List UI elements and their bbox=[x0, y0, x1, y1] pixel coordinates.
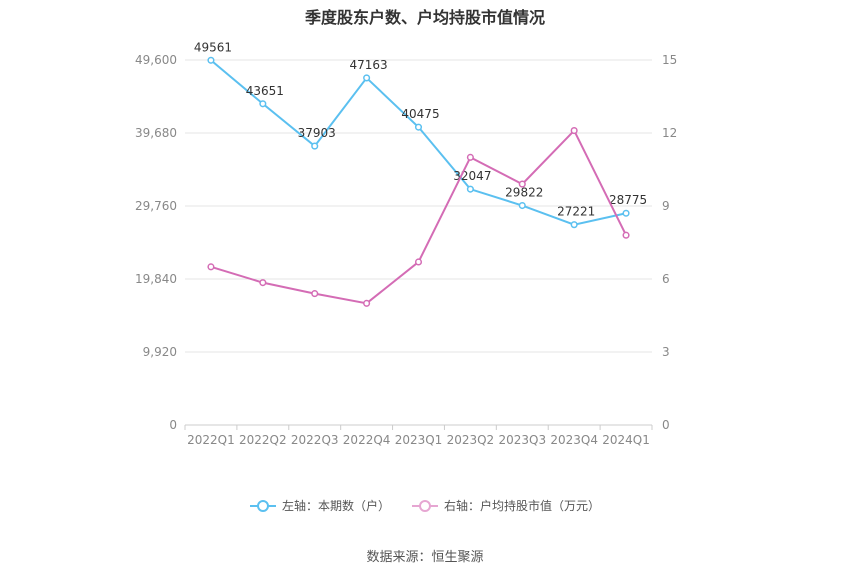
legend-item-households[interactable]: 左轴：本期数（户） bbox=[249, 497, 390, 514]
x-axis-tick-label: 2023Q2 bbox=[447, 433, 495, 447]
data-point bbox=[622, 231, 630, 239]
x-axis-tick-label: 2022Q3 bbox=[291, 433, 339, 447]
right-axis-tick-label: 6 bbox=[662, 272, 670, 286]
left-axis-tick-label: 0 bbox=[169, 418, 177, 432]
x-axis-tick-label: 2023Q3 bbox=[498, 433, 546, 447]
legend-label-households: 左轴：本期数（户） bbox=[281, 499, 390, 513]
data-point bbox=[259, 279, 267, 287]
data-source: 数据来源：恒生聚源 bbox=[366, 550, 484, 565]
data-point bbox=[518, 180, 526, 188]
x-axis-tick-label: 2023Q4 bbox=[550, 433, 598, 447]
right-axis-tick-label: 0 bbox=[662, 418, 670, 432]
data-point bbox=[414, 258, 423, 266]
legend-swatch-households bbox=[249, 499, 276, 512]
data-point bbox=[622, 209, 630, 217]
data-point bbox=[259, 100, 267, 108]
left-axis-tick-label: 9,920 bbox=[143, 345, 177, 359]
data-label: 40475 bbox=[401, 107, 439, 121]
data-label: 29822 bbox=[505, 186, 543, 200]
legend-swatch-avg-value bbox=[412, 499, 438, 512]
data-point bbox=[311, 290, 319, 298]
data-point bbox=[570, 127, 578, 135]
data-point bbox=[363, 299, 371, 307]
left-axis-tick-label: 39,680 bbox=[135, 126, 177, 140]
legend-item-avg-value[interactable]: 右轴：户均持股市值（万元） bbox=[412, 497, 600, 514]
right-axis-tick-label: 12 bbox=[662, 126, 677, 140]
data-point bbox=[518, 201, 526, 210]
x-axis-tick-label: 2022Q1 bbox=[187, 433, 235, 447]
x-axis-tick-label: 2022Q2 bbox=[239, 433, 287, 447]
right-axis-tick-label: 3 bbox=[662, 345, 670, 359]
right-axis-tick-label: 9 bbox=[662, 199, 670, 213]
data-label: 43651 bbox=[246, 84, 284, 98]
left-axis-tick-label: 19,840 bbox=[135, 272, 177, 286]
data-point bbox=[570, 221, 578, 229]
legend-label-avg-value: 右轴：户均持股市值（万元） bbox=[444, 499, 601, 513]
data-point bbox=[311, 142, 319, 150]
data-label: 37903 bbox=[298, 126, 336, 140]
left-axis-tick-label: 29,760 bbox=[135, 199, 177, 213]
left-axis-tick-label: 49,600 bbox=[135, 53, 177, 67]
data-point bbox=[466, 185, 474, 193]
data-point bbox=[466, 153, 474, 161]
right-axis-tick-label: 15 bbox=[662, 53, 677, 67]
x-axis-tick-label: 2022Q4 bbox=[343, 433, 391, 447]
data-point bbox=[207, 56, 215, 64]
data-point bbox=[363, 74, 371, 82]
data-label: 27221 bbox=[557, 205, 595, 219]
data-point bbox=[414, 123, 423, 131]
data-label: 28775 bbox=[609, 193, 647, 207]
data-point bbox=[207, 263, 215, 271]
x-axis-tick-label: 2023Q1 bbox=[395, 433, 443, 447]
x-axis-tick-label: 2024Q1 bbox=[602, 433, 650, 447]
legend: 左轴：本期数（户） 右轴：户均持股市值（万元） bbox=[0, 497, 850, 514]
chart-title: 季度股东户数、户均持股市值情况 bbox=[304, 8, 545, 27]
data-label: 49561 bbox=[194, 40, 232, 54]
data-label: 47163 bbox=[350, 58, 388, 72]
